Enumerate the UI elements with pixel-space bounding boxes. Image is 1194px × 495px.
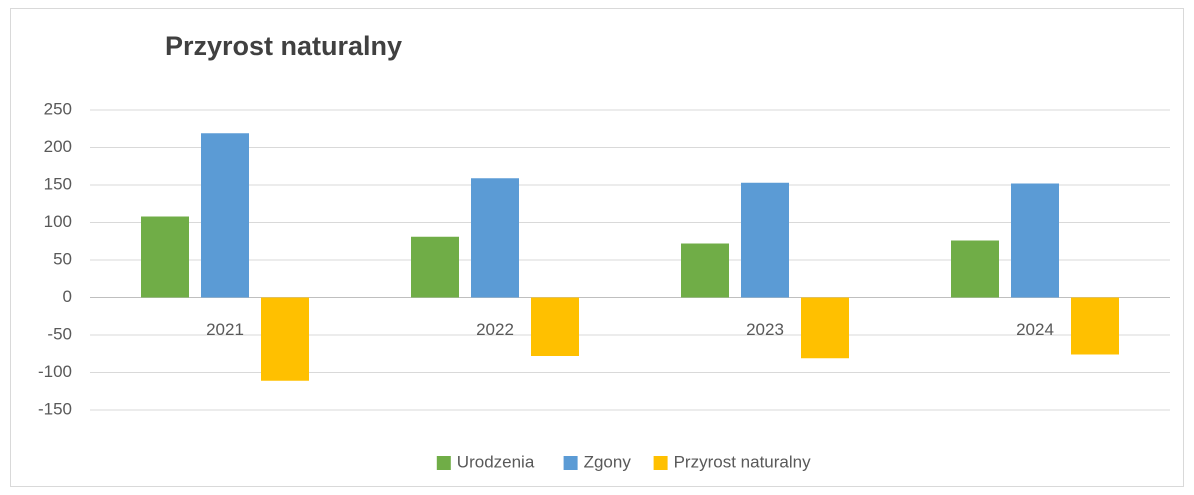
y-tick-label: 250 [44, 99, 72, 118]
legend-label: Urodzenia [457, 452, 535, 471]
x-tick-label: 2022 [476, 320, 514, 339]
legend-swatch [436, 456, 451, 470]
bar [681, 243, 729, 298]
bar [1071, 297, 1119, 355]
y-tick-label: 100 [44, 212, 72, 231]
chart-title: Przyrost naturalny [165, 31, 402, 61]
y-tick-label: 200 [44, 137, 72, 156]
y-tick-label: 150 [44, 174, 72, 193]
y-tick-label: -150 [38, 399, 72, 418]
x-tick-label: 2023 [746, 320, 784, 339]
bar [741, 182, 789, 298]
bar [951, 240, 999, 298]
x-tick-label: 2021 [206, 320, 244, 339]
bar [411, 236, 459, 298]
y-tick-label: -100 [38, 362, 72, 381]
bar [1011, 183, 1059, 298]
bar [801, 297, 849, 359]
bar [471, 178, 519, 298]
legend-label: Zgony [584, 452, 632, 471]
bar [201, 133, 249, 298]
bar [261, 297, 309, 381]
y-tick-label: -50 [47, 324, 72, 343]
legend-label: Przyrost naturalny [674, 452, 811, 471]
y-tick-label: 0 [63, 287, 72, 306]
bar [531, 297, 579, 356]
x-tick-label: 2024 [1016, 320, 1054, 339]
bar [141, 216, 189, 298]
y-tick-label: 50 [53, 249, 72, 268]
legend-swatch [563, 456, 578, 470]
legend-swatch [653, 456, 668, 470]
